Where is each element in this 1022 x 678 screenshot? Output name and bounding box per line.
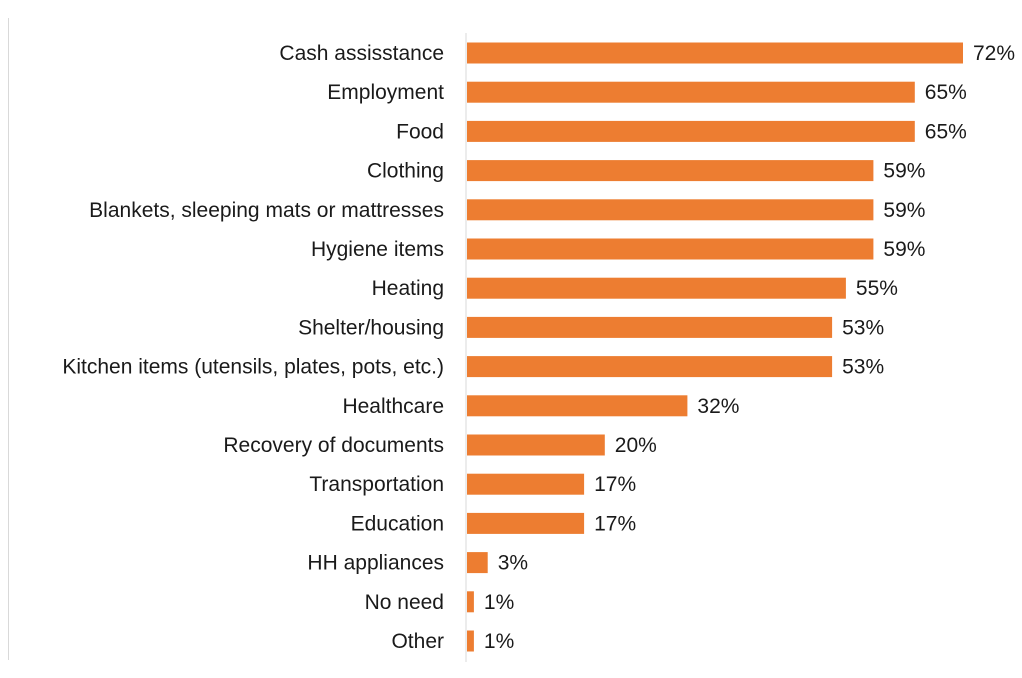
value-label-15: 1%: [484, 630, 514, 653]
value-label-4: 59%: [883, 199, 925, 222]
bar-1: [467, 81, 915, 103]
category-label-3: Clothing: [367, 160, 444, 183]
bar-13: [467, 552, 488, 574]
bar-7: [467, 316, 833, 338]
bar-3: [467, 160, 874, 182]
value-label-5: 59%: [883, 238, 925, 261]
value-label-11: 17%: [594, 473, 636, 496]
bar-10: [467, 434, 605, 456]
category-label-12: Education: [351, 512, 444, 535]
value-labels-group: 72%65%65%59%59%59%55%53%53%32%20%17%17%3…: [484, 42, 1015, 653]
category-label-9: Healthcare: [342, 395, 444, 418]
bar-12: [467, 512, 585, 534]
category-label-4: Blankets, sleeping mats or mattresses: [89, 199, 444, 222]
category-label-11: Transportation: [309, 473, 444, 496]
value-label-2: 65%: [925, 120, 967, 143]
category-label-7: Shelter/housing: [298, 316, 444, 339]
value-label-12: 17%: [594, 512, 636, 535]
bars-group: [467, 42, 963, 652]
category-label-10: Recovery of documents: [223, 434, 444, 457]
value-label-9: 32%: [697, 395, 739, 418]
value-label-0: 72%: [973, 42, 1015, 65]
category-label-14: No need: [365, 591, 444, 614]
category-label-8: Kitchen items (utensils, plates, pots, e…: [62, 356, 444, 379]
category-label-1: Employment: [327, 81, 444, 104]
bar-5: [467, 238, 874, 260]
category-labels-group: Cash assisstance Employment Food Clothing Bl…: [62, 42, 444, 653]
bar-11: [467, 473, 585, 495]
value-label-10: 20%: [615, 434, 657, 457]
value-label-7: 53%: [842, 316, 884, 339]
bar-0: [467, 42, 963, 64]
category-label-15: Other: [391, 630, 444, 653]
bar-15: [467, 630, 474, 652]
category-label-5: Hygiene items: [311, 238, 444, 261]
bar-9: [467, 395, 688, 417]
value-label-1: 65%: [925, 81, 967, 104]
bar-2: [467, 120, 915, 142]
category-label-6: Heating: [372, 277, 444, 300]
value-label-13: 3%: [498, 552, 528, 575]
bar-4: [467, 199, 874, 221]
category-label-2: Food: [396, 120, 444, 143]
frame-left-rule: [8, 18, 9, 660]
category-label-13: HH appliances: [307, 552, 444, 575]
value-label-8: 53%: [842, 356, 884, 379]
value-label-6: 55%: [856, 277, 898, 300]
value-label-3: 59%: [883, 160, 925, 183]
category-label-0: Cash assisstance: [279, 42, 444, 65]
bar-8: [467, 356, 833, 378]
bar-6: [467, 277, 846, 299]
value-label-14: 1%: [484, 591, 514, 614]
bar-14: [467, 591, 474, 613]
